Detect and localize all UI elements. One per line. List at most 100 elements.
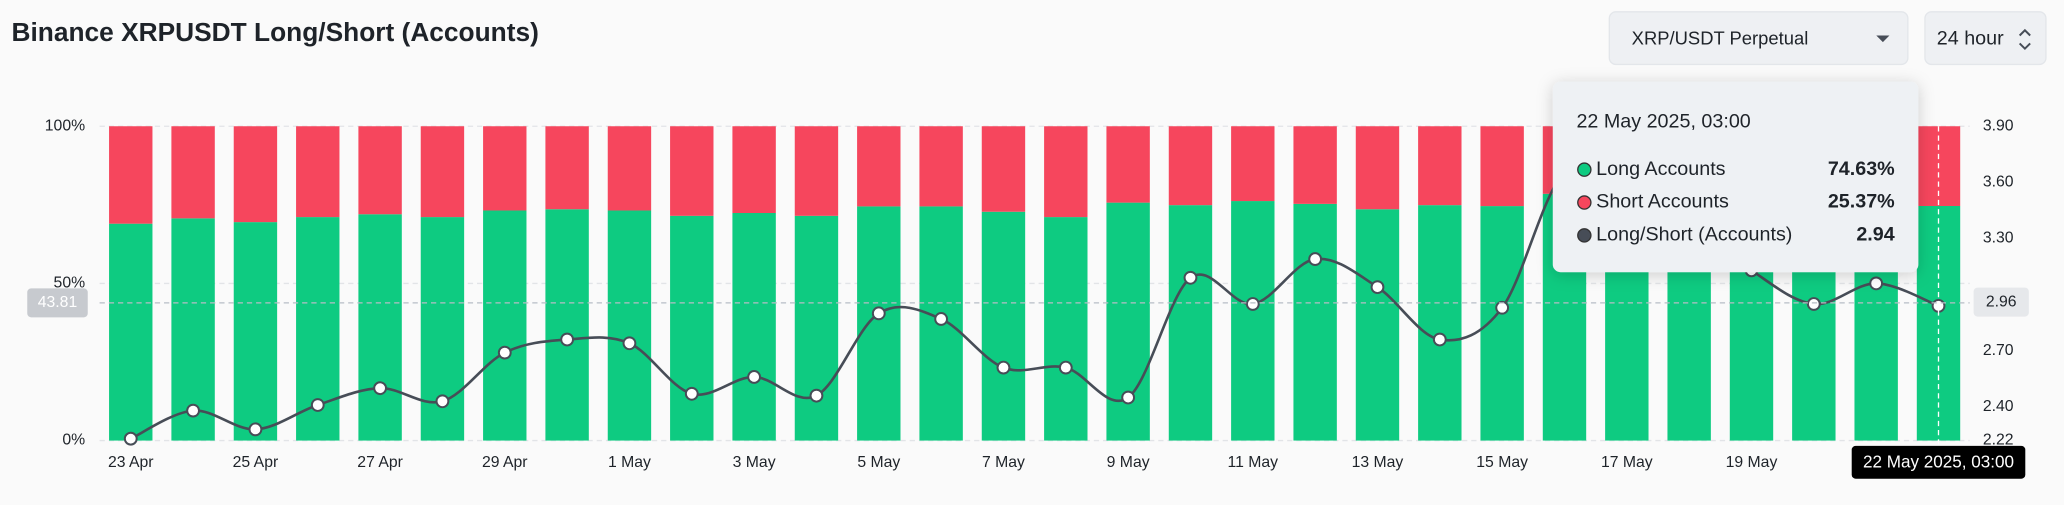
bar-short [919, 126, 963, 207]
ratio-point [497, 345, 512, 360]
tooltip [1552, 81, 1919, 273]
bar-long [794, 215, 839, 441]
bar-short [1480, 126, 1524, 207]
bar-short [1044, 126, 1088, 218]
tooltip-value: 74.63% [1828, 158, 1895, 180]
tooltip-swatch [1577, 228, 1592, 243]
y2-tick-label: 3.30 [1983, 230, 2014, 247]
y2-tick-label: 2.40 [1983, 398, 2014, 415]
ratio-point [435, 394, 450, 409]
period-stepper [2018, 28, 2031, 51]
ratio-point [310, 398, 325, 412]
ratio-point [1432, 332, 1447, 347]
ratio-point [934, 312, 949, 326]
y2-tick-label: 2.70 [1983, 342, 2014, 359]
ratio-point [1370, 280, 1385, 295]
bar-long [1293, 203, 1337, 441]
bar-short [296, 126, 340, 218]
bar-long [233, 222, 278, 441]
period-dropdown-text[interactable]: 24 hour [1937, 28, 2004, 50]
symbol-dropdown[interactable] [1608, 11, 1909, 66]
ratio-point [1495, 300, 1510, 315]
bar-long [109, 223, 153, 441]
bar-long [545, 209, 589, 441]
ratio-point [186, 403, 200, 418]
ratio-point [1058, 360, 1073, 375]
tooltip-series-name: Short Accounts [1596, 191, 1729, 213]
bar-long [670, 215, 714, 441]
ratio-point [996, 360, 1011, 375]
x-tick-label: 11 May [1228, 454, 1279, 471]
tooltip-value: 2.94 [1856, 224, 1894, 246]
bar-long [607, 210, 652, 441]
bar-short [607, 126, 652, 211]
period-dropdown[interactable] [1924, 11, 2047, 66]
bar-short [1168, 126, 1213, 206]
crosshair-y2-label: 2.96 [1986, 293, 2017, 310]
bar-long [1106, 202, 1150, 441]
crosshair-x-box [1851, 445, 2026, 479]
y2-tick-label: 3.60 [1983, 174, 2014, 191]
x-tick-label: 17 May [1601, 454, 1653, 471]
ratio-point [1869, 276, 1884, 291]
bar-long [1418, 205, 1462, 441]
bar-short [981, 126, 1026, 212]
x-tick-label: 3 May [733, 454, 776, 471]
ratio-point [1183, 270, 1198, 285]
bar-short [1293, 126, 1337, 204]
bar-short [794, 126, 839, 216]
crosshair-y2-box [1973, 287, 2029, 317]
ratio-point [560, 332, 575, 347]
ratio-point [1121, 390, 1136, 405]
bar-long [1168, 205, 1213, 441]
ratio-point [622, 336, 637, 351]
ratio-point [248, 422, 263, 437]
x-tick-label: 5 May [857, 454, 900, 471]
bar-short [1231, 126, 1275, 202]
x-tick-label: 23 Apr [108, 454, 154, 471]
x-tick-label: 29 Apr [482, 454, 528, 471]
bar-short [545, 126, 589, 210]
y-tick-label: 0% [62, 432, 85, 449]
x-tick-label: 27 Apr [357, 454, 403, 471]
x-tick-label: 19 May [1726, 454, 1778, 471]
bar-long [171, 218, 215, 441]
crosshair-y-label: 43.81 [38, 294, 77, 311]
x-tick-label: 15 May [1476, 454, 1528, 471]
crosshair-x-label: 22 May 2025, 03:00 [1863, 452, 2014, 471]
bar-long [1044, 217, 1088, 441]
bar-long [358, 214, 402, 441]
ratio-point [1245, 297, 1260, 311]
tooltip-swatch [1577, 162, 1592, 177]
tooltip-series-name: Long Accounts [1596, 158, 1726, 180]
dropdown-caret [1876, 35, 1890, 43]
tooltip-swatch [1577, 195, 1592, 210]
chart-title: Binance XRPUSDT Long/Short (Accounts) [11, 17, 538, 47]
tooltip-series-name: Long/Short (Accounts) [1596, 224, 1792, 246]
bar-long [981, 211, 1026, 441]
ratio-point [1806, 297, 1821, 311]
y2-tick-label: 3.90 [1983, 117, 2014, 134]
bar-short [171, 126, 215, 219]
bar-short [483, 126, 527, 211]
ratio-point [747, 370, 762, 384]
bar-short [109, 126, 153, 224]
symbol-dropdown-text[interactable]: XRP/USDT Perpetual [1632, 27, 1809, 48]
x-tick-label: 9 May [1107, 454, 1150, 471]
bar-short [1355, 126, 1400, 210]
crosshair-y-box [27, 288, 88, 318]
y-tick-label: 50% [54, 275, 86, 292]
bar-short [732, 126, 776, 213]
ratio-point [1308, 252, 1323, 266]
bar-long [1355, 209, 1400, 441]
x-tick-label: 7 May [982, 454, 1025, 471]
y2-tick-label: 2.22 [1983, 432, 2014, 449]
y-tick-label: 100% [45, 117, 85, 134]
bar-long [732, 212, 776, 441]
bar-short [1106, 126, 1150, 203]
ratio-point [123, 431, 138, 446]
x-tick-label: 25 Apr [233, 454, 279, 471]
bar-long [857, 206, 901, 441]
